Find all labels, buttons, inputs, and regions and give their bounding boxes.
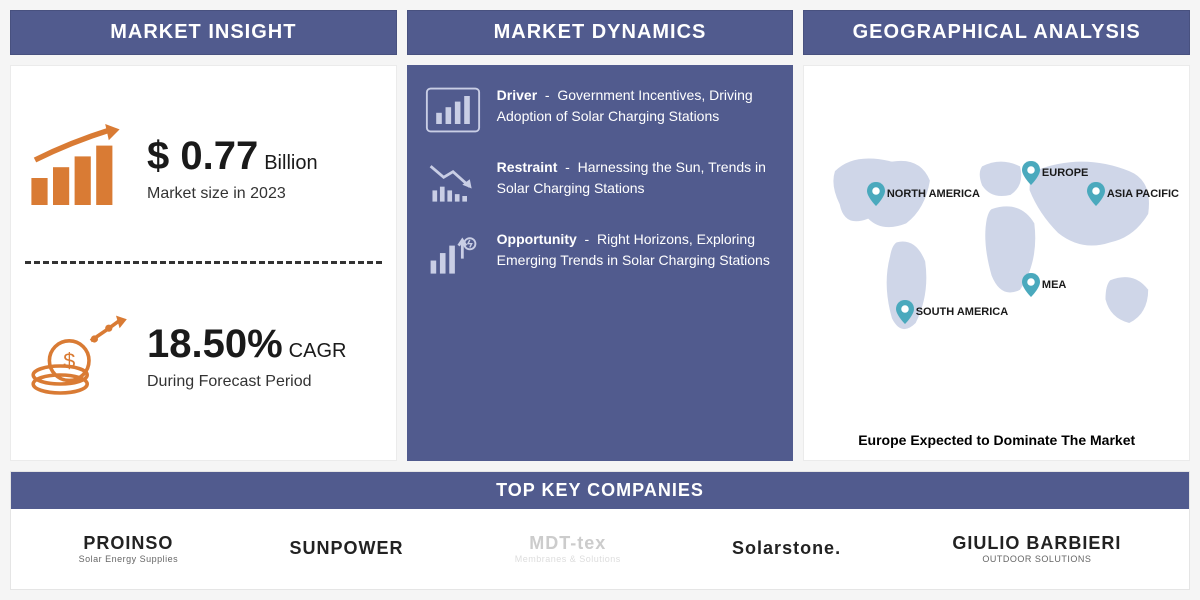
- company-logo: MDT-texMembranes & Solutions: [515, 533, 621, 565]
- insight-header: MARKET INSIGHT: [10, 10, 397, 55]
- top-row: MARKET INSIGHT $ 0.77 Billion: [10, 10, 1190, 461]
- map-pin-icon: [1022, 273, 1040, 297]
- driver-icon: [425, 85, 481, 135]
- company-logo: PROINSOSolar Energy Supplies: [79, 533, 179, 565]
- dynamics-text: Restraint - Harnessing the Sun, Trends i…: [497, 157, 776, 199]
- cagr-coin-icon: $: [25, 312, 135, 402]
- growth-bar-icon: [25, 124, 135, 214]
- restraint-icon: [425, 157, 481, 207]
- dynamics-text: Driver - Government Incentives, Driving …: [497, 85, 776, 127]
- cagr-unit: CAGR: [289, 340, 347, 363]
- metric-text: $ 0.77 Billion Market size in 2023: [147, 134, 318, 203]
- cagr-value: 18.50%: [147, 322, 283, 367]
- region-label: SOUTH AMERICA: [896, 300, 1008, 324]
- region-label: MEA: [1022, 273, 1066, 297]
- map-svg: [816, 78, 1177, 426]
- dynamics-opportunity: Opportunity - Right Horizons, Exploring …: [425, 229, 776, 279]
- region-label: ASIA PACIFIC: [1087, 182, 1179, 206]
- region-label: EUROPE: [1022, 161, 1088, 185]
- infographic-container: MARKET INSIGHT $ 0.77 Billion: [10, 10, 1190, 590]
- region-label: NORTH AMERICA: [867, 182, 980, 206]
- metric-cagr: $ 18.50% CAGR During Forecast Period: [25, 272, 382, 441]
- dynamics-body: Driver - Government Incentives, Driving …: [407, 65, 794, 461]
- market-size-value: $ 0.77: [147, 134, 258, 179]
- insight-body: $ 0.77 Billion Market size in 2023 $: [10, 65, 397, 461]
- geo-column: GEOGRAPHICAL ANALYSIS NORTH AMERICAE: [803, 10, 1190, 461]
- insight-column: MARKET INSIGHT $ 0.77 Billion: [10, 10, 397, 461]
- company-logo: Solarstone.: [732, 538, 841, 560]
- companies-header: TOP KEY COMPANIES: [11, 472, 1189, 509]
- map-pin-icon: [867, 182, 885, 206]
- world-map: NORTH AMERICA EUROPEASIA PACIFIC MEA SOUTH …: [816, 78, 1177, 426]
- market-size-label: Market size in 2023: [147, 185, 318, 203]
- companies-section: TOP KEY COMPANIES PROINSOSolar Energy Su…: [10, 471, 1190, 590]
- geo-body: NORTH AMERICA EUROPEASIA PACIFIC MEA SOUTH …: [803, 65, 1190, 461]
- dynamics-restraint: Restraint - Harnessing the Sun, Trends i…: [425, 157, 776, 207]
- svg-text:$: $: [63, 348, 75, 373]
- map-pin-icon: [896, 300, 914, 324]
- map-pin-icon: [1087, 182, 1105, 206]
- metric-text: 18.50% CAGR During Forecast Period: [147, 322, 346, 391]
- company-logo: GIULIO BARBIERIOUTDOOR SOLUTIONS: [952, 533, 1121, 565]
- companies-row: PROINSOSolar Energy Supplies SUNPOWER MDT-…: [11, 509, 1189, 589]
- dynamics-text: Opportunity - Right Horizons, Exploring …: [497, 229, 776, 271]
- geo-footer: Europe Expected to Dominate The Market: [816, 432, 1177, 448]
- cagr-label: During Forecast Period: [147, 373, 346, 391]
- geo-header: GEOGRAPHICAL ANALYSIS: [803, 10, 1190, 55]
- dynamics-header: MARKET DYNAMICS: [407, 10, 794, 55]
- company-logo: SUNPOWER: [289, 538, 403, 560]
- divider: [25, 261, 382, 264]
- opportunity-icon: [425, 229, 481, 279]
- map-pin-icon: [1022, 161, 1040, 185]
- dynamics-column: MARKET DYNAMICS Driver - Government Ince…: [407, 10, 794, 461]
- dynamics-driver: Driver - Government Incentives, Driving …: [425, 85, 776, 135]
- metric-market-size: $ 0.77 Billion Market size in 2023: [25, 84, 382, 253]
- market-size-unit: Billion: [264, 152, 317, 175]
